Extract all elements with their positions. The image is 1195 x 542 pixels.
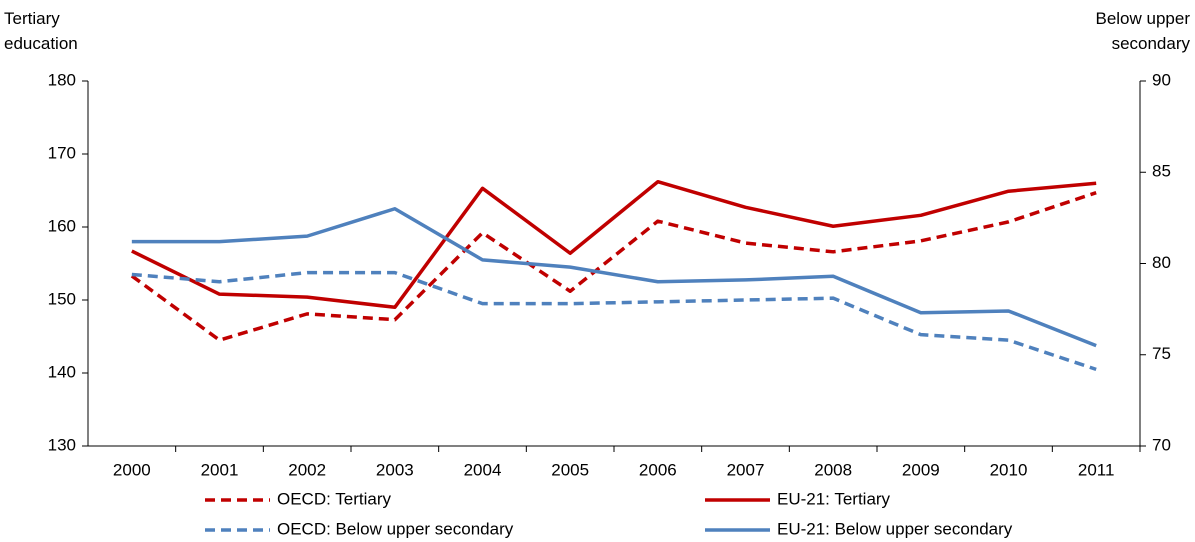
series-line — [131, 270, 1097, 372]
y-tick-label: 160 — [48, 216, 76, 235]
series-line — [131, 179, 1097, 310]
y2-axis-title-line: Below upper — [1095, 9, 1190, 28]
x-tick-label: 2006 — [639, 460, 677, 479]
y2-tick-label: 80 — [1152, 253, 1171, 272]
legend-label: OECD: Tertiary — [277, 489, 391, 508]
y2-tick-label: 75 — [1152, 344, 1171, 363]
x-tick-label: 2009 — [902, 460, 940, 479]
x-tick-label: 2010 — [990, 460, 1028, 479]
legend-label: EU-21: Below upper secondary — [777, 519, 1013, 538]
x-tick-label: 2004 — [464, 460, 502, 479]
y2-axis-title-line: secondary — [1112, 34, 1191, 53]
x-tick-label: 2011 — [1078, 460, 1115, 479]
x-tick-label: 2001 — [201, 460, 239, 479]
y-axis-title: Tertiary education — [4, 9, 78, 53]
y2-tick-label: 90 — [1152, 70, 1171, 89]
y-tick-label: 170 — [48, 143, 76, 162]
y-tick-label: 180 — [48, 70, 76, 89]
legend-label: OECD: Below upper secondary — [277, 519, 514, 538]
x-tick-label: 2005 — [551, 460, 589, 479]
y2-tick-label: 70 — [1152, 435, 1171, 454]
y-tick-label: 140 — [48, 362, 76, 381]
legend-label: EU-21: Tertiary — [777, 489, 891, 508]
series-line — [131, 207, 1097, 348]
x-tick-label: 2002 — [288, 460, 326, 479]
y2-axis-title: Below upper secondary — [1095, 9, 1190, 53]
x-tick-label: 2007 — [727, 460, 765, 479]
x-tick-label: 2008 — [814, 460, 852, 479]
y-tick-label: 150 — [48, 289, 76, 308]
y2-tick-label: 85 — [1152, 162, 1171, 181]
y-axis-title-line: education — [4, 34, 78, 53]
y-axis-title-line: Tertiary — [4, 9, 60, 28]
x-tick-label: 2000 — [113, 460, 151, 479]
y-tick-label: 130 — [48, 435, 76, 454]
x-tick-label: 2003 — [376, 460, 414, 479]
series-line — [130, 191, 1097, 342]
